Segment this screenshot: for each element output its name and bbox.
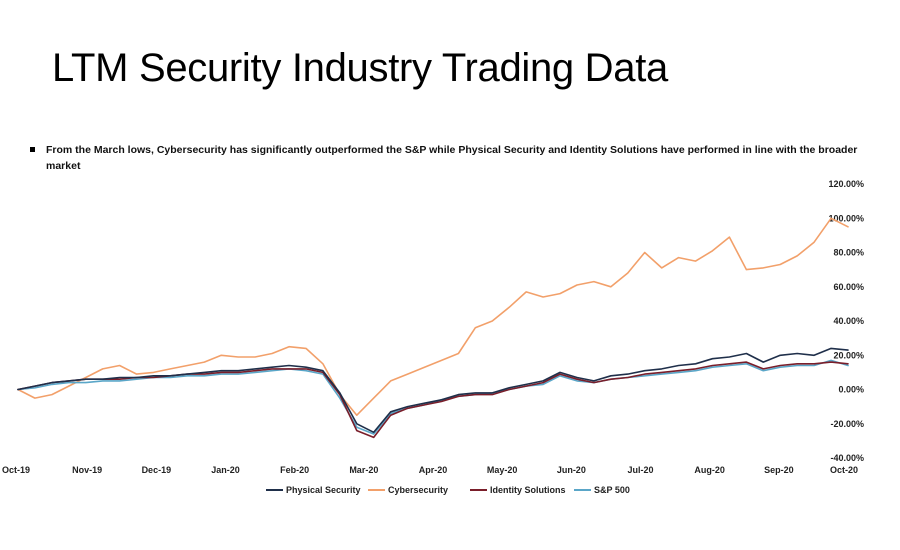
line-chart: 120.00% 100.00% 80.00% 60.00% 40.00% 20.00% 0.… — [2, 179, 864, 495]
x-tick-label: Aug-20 — [694, 465, 725, 475]
legend-label: Physical Security — [286, 485, 361, 495]
x-tick-label: May-20 — [487, 465, 518, 475]
series-line-cybersecurity — [17, 217, 849, 416]
bullet-text: From the March lows, Cybersecurity has s… — [46, 144, 858, 172]
series-line-identity-solutions — [17, 361, 849, 439]
x-tick-label: Jun-20 — [557, 465, 586, 475]
x-tick-label: Dec-19 — [142, 465, 172, 475]
y-tick-label: 100.00% — [828, 213, 864, 223]
y-tick-label: 40.00% — [833, 316, 864, 326]
y-tick-label: -40.00% — [830, 453, 864, 463]
slide-title: LTM Security Industry Trading Data — [52, 46, 668, 90]
x-axis: Oct-19 Nov-19 Dec-19 Jan-20 Feb-20 Mar-20 Apr-… — [2, 465, 858, 475]
x-tick-label: Mar-20 — [349, 465, 378, 475]
y-tick-label: -20.00% — [830, 419, 864, 429]
legend: Physical Security Cybersecurity Identity S… — [266, 485, 630, 495]
series-line-s-p-500 — [17, 359, 849, 435]
legend-label: Cybersecurity — [388, 485, 448, 495]
x-tick-label: Oct-19 — [2, 465, 30, 475]
series-line-physical-security — [17, 347, 849, 434]
series-lines — [17, 217, 849, 439]
x-tick-label: Sep-20 — [764, 465, 794, 475]
x-tick-label: Oct-20 — [830, 465, 858, 475]
x-tick-label: Jan-20 — [211, 465, 240, 475]
y-tick-label: 120.00% — [828, 179, 864, 189]
bullet-item: From the March lows, Cybersecurity has s… — [30, 142, 860, 174]
x-tick-label: Apr-20 — [419, 465, 448, 475]
x-tick-label: Feb-20 — [280, 465, 309, 475]
y-axis: 120.00% 100.00% 80.00% 60.00% 40.00% 20.00% 0.… — [828, 179, 864, 463]
y-tick-label: 60.00% — [833, 282, 864, 292]
y-tick-label: 20.00% — [833, 350, 864, 360]
legend-label: Identity Solutions — [490, 485, 566, 495]
bullet-square-icon — [30, 147, 35, 152]
x-tick-label: Nov-19 — [72, 465, 102, 475]
legend-label: S&P 500 — [594, 485, 630, 495]
y-tick-label: 0.00% — [838, 385, 864, 395]
y-tick-label: 80.00% — [833, 248, 864, 258]
x-tick-label: Jul-20 — [627, 465, 653, 475]
